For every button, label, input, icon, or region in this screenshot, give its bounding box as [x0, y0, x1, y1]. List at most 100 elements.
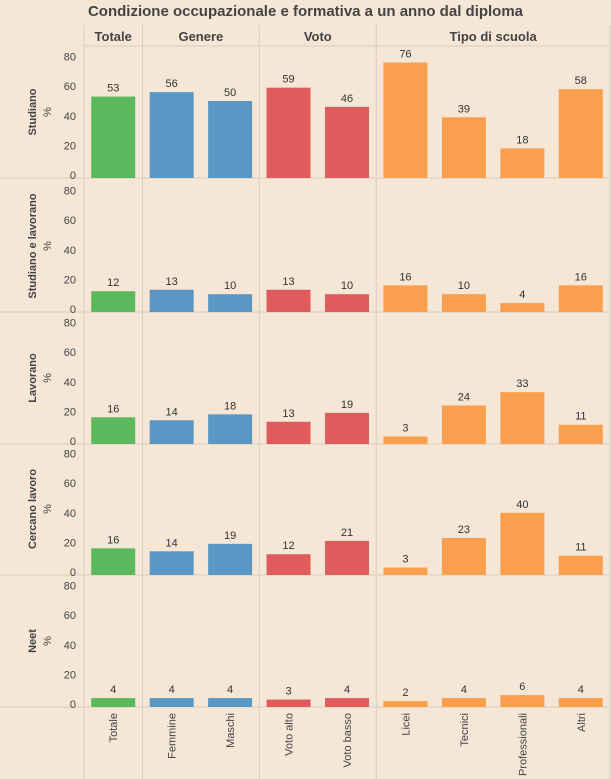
y-tick-label: 80 — [64, 581, 76, 593]
bar-studiano-licei — [383, 62, 428, 178]
data-label: 4 — [578, 684, 584, 696]
y-tick-label: 60 — [64, 610, 76, 622]
data-label: 58 — [575, 75, 587, 87]
x-tick-label-tecnici: Tecnici — [459, 713, 471, 747]
y-tick-label: 60 — [64, 347, 76, 359]
data-label: 11 — [575, 411, 586, 423]
data-label: 4 — [169, 684, 175, 696]
y-tick-label: 0 — [70, 170, 76, 182]
bar-neet-femmine — [149, 698, 194, 707]
row-label-neet: Neet — [27, 629, 39, 653]
y-axis-label: % — [42, 636, 54, 646]
data-label: 12 — [282, 540, 294, 552]
data-label: 19 — [224, 530, 236, 542]
bar-cercano-lavoro-professionali — [500, 512, 545, 575]
data-label: 13 — [166, 276, 178, 288]
x-tick-label-totale: Totale — [108, 713, 120, 742]
data-label: 10 — [341, 280, 353, 292]
bar-cercano-lavoro-voto-basso — [325, 540, 369, 575]
data-label: 23 — [458, 524, 470, 536]
bar-cercano-lavoro-maschi — [208, 543, 253, 575]
data-label: 18 — [516, 134, 528, 146]
y-axis-label: % — [42, 107, 54, 117]
data-label: 4 — [344, 684, 350, 696]
y-tick-label: 0 — [70, 699, 76, 711]
data-label: 13 — [282, 276, 294, 288]
data-label: 18 — [224, 400, 236, 412]
bar-cercano-lavoro-totale — [91, 548, 136, 575]
bar-cercano-lavoro-altri — [558, 555, 603, 575]
y-tick-label: 20 — [64, 406, 76, 418]
group-header-tipo-di-scuola: Tipo di scuola — [450, 29, 538, 44]
bar-studiano-totale — [91, 96, 136, 178]
bar-lavorano-totale — [91, 417, 136, 444]
y-tick-label: 60 — [64, 478, 76, 490]
data-label: 4 — [110, 684, 116, 696]
y-tick-label: 80 — [64, 52, 76, 64]
y-tick-label: 40 — [64, 245, 76, 257]
bar-cercano-lavoro-femmine — [149, 551, 194, 575]
bar-lavorano-maschi — [208, 414, 253, 444]
y-tick-label: 80 — [64, 449, 76, 461]
bar-studiano-e-lavorano-totale — [91, 291, 136, 312]
bar-studiano-altri — [558, 89, 603, 178]
x-tick-label-voto-basso: Voto basso — [342, 713, 354, 767]
bar-studiano-e-lavorano-professionali — [500, 303, 545, 312]
row-label-cercano-lavoro: Cercano lavoro — [27, 469, 39, 549]
group-header-voto: Voto — [304, 29, 332, 44]
y-tick-label: 40 — [64, 508, 76, 520]
data-label: 3 — [285, 686, 291, 698]
data-label: 12 — [107, 277, 119, 289]
data-label: 10 — [458, 280, 470, 292]
bar-studiano-e-lavorano-voto-basso — [325, 294, 369, 312]
bar-studiano-professionali — [500, 148, 545, 178]
bar-neet-tecnici — [441, 698, 486, 707]
bar-neet-altri — [558, 698, 603, 707]
bar-neet-maschi — [208, 698, 253, 707]
data-label: 19 — [341, 399, 353, 411]
y-tick-label: 20 — [64, 537, 76, 549]
bar-neet-licei — [383, 701, 428, 707]
data-label: 4 — [461, 684, 467, 696]
y-tick-label: 80 — [64, 186, 76, 198]
x-tick-label-femmine: Femmine — [167, 713, 179, 759]
data-label: 4 — [519, 289, 525, 301]
bar-studiano-maschi — [208, 101, 253, 178]
y-tick-label: 40 — [64, 640, 76, 652]
data-label: 46 — [341, 93, 353, 105]
y-tick-label: 60 — [64, 81, 76, 93]
y-tick-label: 20 — [64, 274, 76, 286]
data-label: 50 — [224, 87, 236, 99]
bar-studiano-e-lavorano-altri — [558, 285, 603, 312]
chart-title: Condizione occupazionale e formativa a u… — [87, 3, 524, 20]
data-label: 33 — [516, 378, 528, 390]
bar-lavorano-voto-basso — [325, 412, 369, 444]
data-label: 40 — [516, 499, 528, 511]
bar-studiano-e-lavorano-voto-alto — [266, 289, 311, 312]
y-tick-label: 0 — [70, 436, 76, 448]
data-label: 6 — [519, 681, 525, 693]
data-label: 14 — [166, 406, 178, 418]
row-label-studiano-e-lavorano: Studiano e lavorano — [27, 193, 39, 298]
bar-studiano-voto-alto — [266, 87, 311, 178]
bar-cercano-lavoro-tecnici — [441, 537, 486, 575]
bar-lavorano-licei — [383, 436, 428, 444]
bar-lavorano-voto-alto — [266, 421, 311, 444]
y-tick-label: 0 — [70, 304, 76, 316]
y-tick-label: 20 — [64, 140, 76, 152]
y-tick-label: 40 — [64, 111, 76, 123]
x-tick-label-licei: Licei — [400, 713, 412, 736]
bar-neet-voto-basso — [325, 698, 369, 707]
x-tick-label-maschi: Maschi — [225, 713, 237, 748]
y-axis-label: % — [42, 241, 54, 251]
bar-studiano-e-lavorano-femmine — [149, 289, 194, 312]
y-tick-label: 40 — [64, 377, 76, 389]
y-tick-label: 60 — [64, 215, 76, 227]
data-label: 16 — [107, 534, 119, 546]
data-label: 39 — [458, 103, 470, 115]
group-header-genere: Genere — [178, 29, 223, 44]
bar-studiano-e-lavorano-licei — [383, 285, 428, 312]
data-label: 16 — [399, 271, 411, 283]
bar-neet-professionali — [500, 695, 545, 707]
